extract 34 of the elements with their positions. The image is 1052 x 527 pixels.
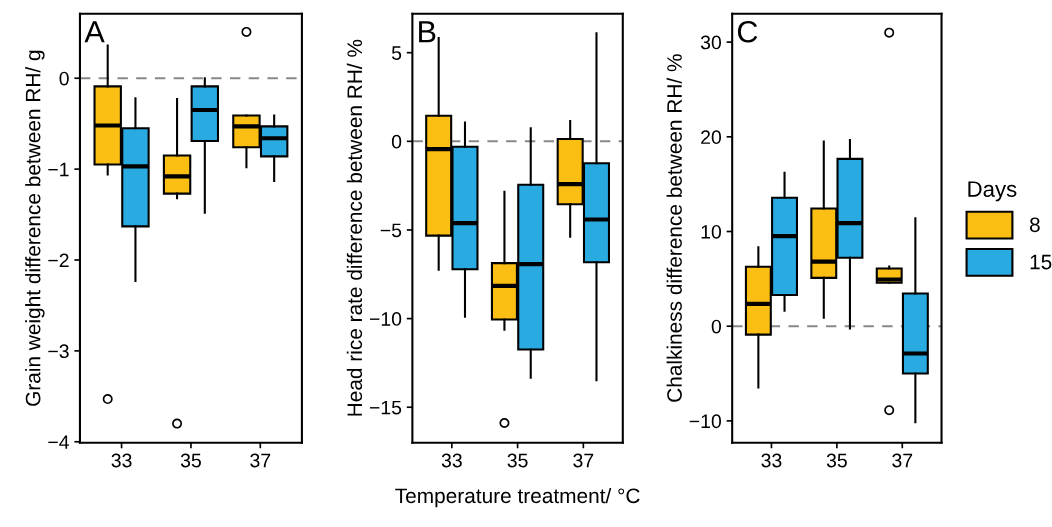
x-tick-label: 33 (441, 453, 462, 468)
y-axis-title: Head rice rate difference between RH/ % (346, 39, 363, 416)
y-tick-label: 20 (701, 130, 722, 145)
legend-label: 15 (1030, 254, 1052, 270)
y-tick-label: −1 (48, 162, 69, 177)
y-tick-label: −10 (689, 414, 722, 429)
x-tick-label: 35 (180, 453, 201, 468)
x-tick-label: 35 (826, 453, 847, 468)
x-tick-label: 33 (111, 453, 132, 468)
y-tick-label: −5 (380, 223, 402, 238)
y-axis-title: Grain weight difference between RH/ g (25, 50, 45, 406)
y-axis-title: Chalkiness difference between RH/ % (666, 54, 682, 402)
y-tick-label: 0 (391, 134, 402, 149)
x-tick-label: 37 (892, 453, 913, 468)
y-tick-label: −15 (369, 400, 402, 415)
x-tick-label: 37 (573, 453, 594, 468)
y-tick-label: 5 (391, 46, 402, 60)
y-tick-label: −4 (48, 435, 69, 449)
y-tick-label: 0 (711, 319, 722, 334)
legend-title: Days (968, 181, 1017, 202)
y-tick-label: 0 (59, 71, 69, 86)
x-tick-label: 35 (507, 453, 528, 468)
y-tick-label: −10 (369, 312, 402, 326)
legend-label: 8 (1029, 217, 1040, 233)
y-tick-label: 10 (701, 224, 722, 239)
y-tick-label: −2 (48, 253, 69, 268)
y-tick-label: −3 (48, 344, 69, 359)
y-tick-label: 30 (700, 35, 722, 50)
x-axis-title: Temperature treatment/ °C (395, 487, 640, 508)
x-tick-label: 33 (761, 453, 782, 468)
x-tick-label: 37 (250, 453, 271, 468)
annotation: B (419, 21, 436, 43)
annotation: C (737, 20, 758, 43)
annotation: A (84, 21, 105, 43)
